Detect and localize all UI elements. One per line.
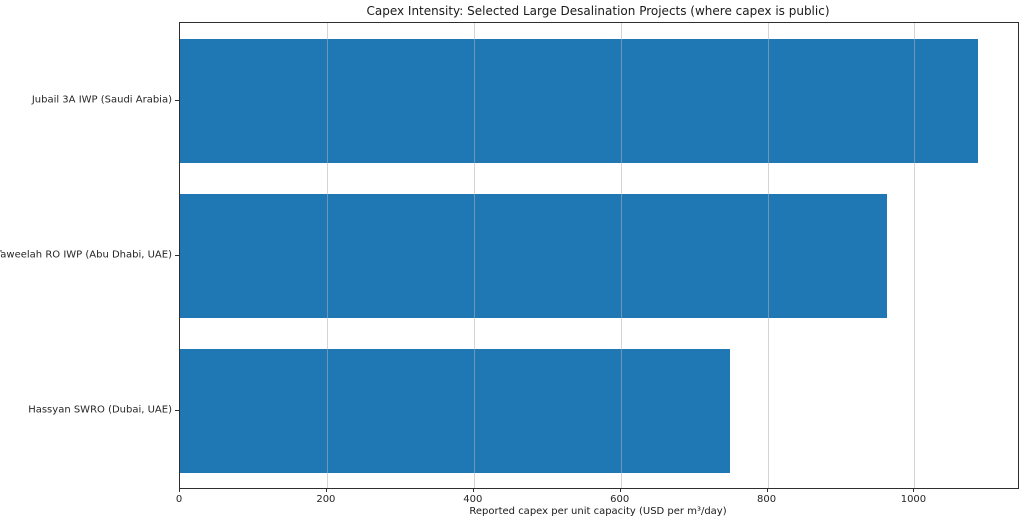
bar-2: [180, 348, 731, 473]
plot-area: [179, 22, 1019, 489]
x-tick-mark-600: [619, 488, 621, 492]
x-tick-mark-1000: [913, 488, 915, 492]
y-tick-label-2: Hassyan SWRO (Dubai, UAE): [28, 404, 172, 416]
x-tick-mark-400: [472, 488, 474, 492]
chart-title: Capex Intensity: Selected Large Desalina…: [366, 4, 830, 18]
bar-0: [180, 38, 978, 163]
y-tick-mark-1: [175, 254, 179, 256]
y-tick-label-0: Jubail 3A IWP (Saudi Arabia): [31, 94, 172, 106]
x-tick-mark-800: [766, 488, 768, 492]
gridline-x-1000: [914, 23, 916, 488]
x-tick-label-0: 0: [175, 494, 183, 505]
x-axis-label: Reported capex per unit capacity (USD pe…: [469, 506, 727, 517]
bar-1: [180, 193, 888, 318]
x-tick-label-600: 600: [610, 494, 630, 505]
gridline-x-600: [620, 23, 622, 488]
gridline-x-200: [326, 23, 328, 488]
x-tick-label-800: 800: [757, 494, 777, 505]
gridline-x-400: [473, 23, 475, 488]
x-tick-mark-0: [179, 488, 180, 492]
y-tick-mark-2: [175, 409, 179, 411]
x-tick-label-200: 200: [316, 494, 336, 505]
gridline-x-800: [767, 23, 769, 488]
y-tick-label-1: Taweelah RO IWP (Abu Dhabi, UAE): [0, 249, 172, 261]
x-tick-label-1000: 1000: [900, 494, 927, 505]
x-tick-label-400: 400: [463, 494, 483, 505]
y-tick-mark-0: [175, 99, 179, 101]
x-tick-mark-200: [325, 488, 327, 492]
